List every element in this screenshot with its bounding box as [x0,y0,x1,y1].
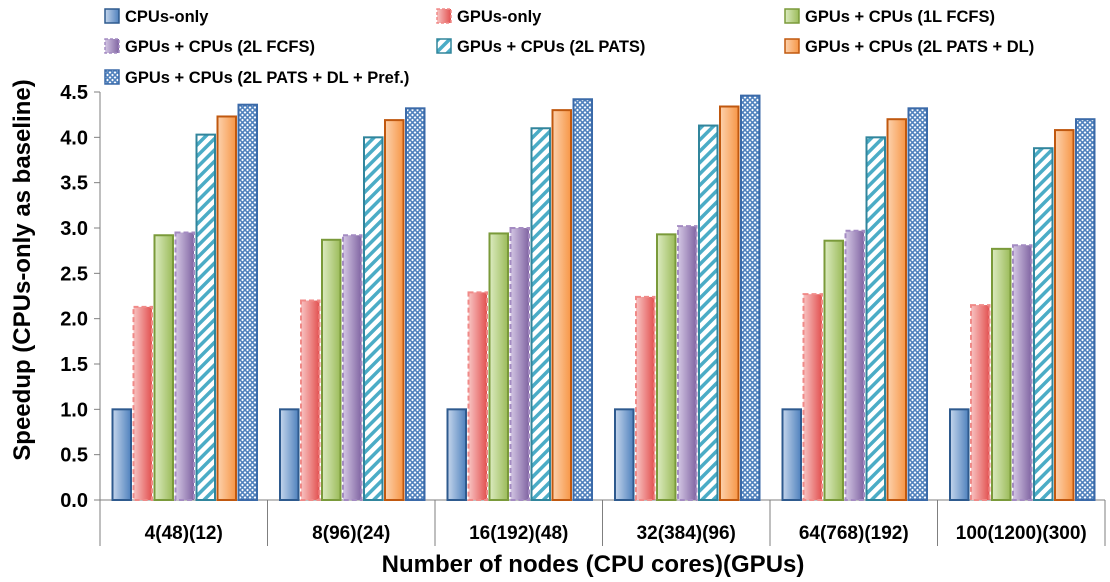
y-tick-label: 0.5 [60,445,88,467]
legend-item: GPUs + CPUs (2L PATS) [436,38,645,56]
bar [132,305,153,501]
bar [614,408,635,502]
legend: CPUs-only GPUs-only GPUs + CPUs (1L FCFS) G… [104,8,1034,87]
bar [467,291,488,501]
legend-label: GPUs + CPUs (2L FCFS) [125,38,315,56]
bar [174,231,195,502]
y-tick-label: 3.0 [60,218,88,240]
y-tick-label: 0.0 [60,490,88,512]
bar [719,105,740,502]
bar [300,299,321,501]
y-tick-label: 3.5 [60,173,88,195]
bar [1033,147,1054,501]
bar [111,408,132,502]
legend-label: GPUs-only [457,8,542,26]
bar [656,233,677,501]
y-tick-label: 2.5 [60,263,88,285]
bar [740,94,761,501]
bar [1054,129,1075,502]
bar [153,234,174,501]
legend-item: GPUs + CPUs (2L PATS + DL) [784,38,1034,56]
bar [384,119,405,502]
bar [844,229,865,501]
bar [991,247,1012,501]
bars [111,94,1096,502]
bar [363,136,384,501]
x-tick-label: 64(768)(192) [799,523,909,544]
bar [216,115,237,501]
legend-label: GPUs + CPUs (1L FCFS) [805,8,995,26]
y-axis-title: Speedup (CPUs-only as baseline) [9,79,36,460]
bar [823,239,844,501]
bar [279,408,300,502]
x-tick-label: 4(48)(12) [145,523,223,544]
bar [488,232,509,501]
legend-label: GPUs + CPUs (2L PATS + DL) [805,38,1034,56]
bar [446,408,467,502]
legend-label: GPUs + CPUs (2L PATS) [457,38,645,56]
legend-item: GPUs-only [436,8,542,26]
bar [551,109,572,501]
legend-item: GPUs + CPUs (2L FCFS) [104,38,315,56]
bar [321,238,342,502]
bar [781,408,802,502]
y-tick-label: 1.5 [60,354,88,376]
bar [865,136,886,501]
legend-label: GPUs + CPUs (2L PATS + DL + Pref.) [125,69,409,87]
bar [405,107,426,501]
legend-swatch [436,8,452,24]
legend-swatch [784,8,800,24]
bar [949,408,970,502]
bar [195,133,216,501]
bar [1012,244,1033,501]
bar [237,103,258,502]
bar [572,98,593,502]
legend-swatch [436,38,452,54]
legend-item: GPUs + CPUs (1L FCFS) [784,8,995,26]
bar [802,293,823,502]
legend-swatch [104,69,120,85]
bar [677,225,698,501]
legend-item: CPUs-only [104,8,209,26]
bar [886,118,907,501]
x-tick-label: 32(384)(96) [637,523,736,544]
y-axis: 0.0 0.5 1.0 1.5 2.0 2.5 3.0 3.5 4.0 4.5 [60,82,101,512]
x-tick-label: 16(192)(48) [469,523,568,544]
bar [1075,118,1096,501]
x-tick-label: 8(96)(24) [312,523,390,544]
legend-swatch [104,38,120,54]
y-tick-label: 4.0 [60,127,88,149]
bar [342,234,363,501]
legend-swatch [784,38,800,54]
bar [970,304,991,502]
y-tick-label: 1.0 [60,399,88,421]
x-tick-label: 100(1200)(300) [956,523,1087,544]
bar [530,127,551,501]
legend-swatch [104,8,120,24]
bar [509,227,530,501]
legend-item: GPUs + CPUs (2L PATS + DL + Pref.) [104,69,409,87]
legend-label: CPUs-only [125,8,209,26]
y-tick-label: 4.5 [60,82,88,104]
bar [907,107,928,501]
y-tick-label: 2.0 [60,309,88,331]
x-axis-title: Number of nodes (CPU cores)(GPUs) [382,551,805,578]
bar [698,124,719,502]
x-axis: 4(48)(12) 8(96)(24) 16(192)(48) 32(384)(96)… [99,499,1106,546]
bar [635,295,656,502]
